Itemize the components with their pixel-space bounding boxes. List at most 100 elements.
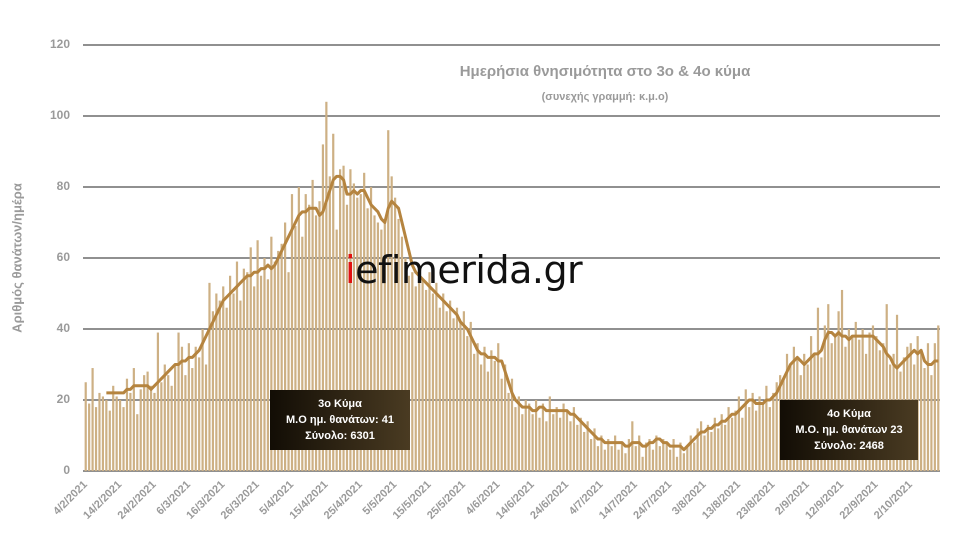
bar: [177, 332, 180, 471]
bar: [222, 286, 225, 471]
bar: [933, 343, 936, 471]
bar: [517, 396, 520, 471]
bar: [404, 258, 407, 471]
bar: [748, 407, 751, 471]
bar: [229, 275, 232, 471]
y-tick-label: 40: [57, 321, 71, 335]
bar: [397, 218, 400, 471]
bar: [387, 130, 390, 471]
bar: [342, 165, 345, 471]
bar: [390, 176, 393, 471]
y-tick-label: 0: [63, 463, 70, 477]
bar: [926, 343, 930, 471]
bar: [483, 346, 486, 471]
bar: [101, 396, 105, 471]
annotation-box: [780, 400, 918, 460]
bar: [445, 311, 448, 471]
bar: [270, 236, 273, 471]
bar: [363, 172, 366, 472]
bar: [208, 282, 211, 471]
bar: [919, 350, 923, 471]
bar: [249, 247, 252, 471]
bar: [644, 442, 648, 471]
bar: [105, 400, 108, 471]
bar: [741, 417, 744, 471]
bar: [727, 407, 730, 471]
bar: [658, 446, 661, 471]
bar: [497, 343, 500, 471]
bar: [311, 179, 314, 471]
bar: [325, 101, 328, 472]
bar: [218, 300, 221, 471]
bar: [713, 417, 716, 471]
bar: [768, 407, 771, 471]
bar: [400, 236, 404, 471]
bar: [98, 392, 101, 471]
bar: [407, 275, 410, 471]
bar: [359, 194, 362, 471]
bar: [895, 314, 899, 471]
bar: [504, 364, 507, 471]
bar: [421, 279, 424, 471]
bar: [565, 410, 569, 471]
bar: [689, 435, 692, 471]
bar: [648, 439, 651, 471]
bar: [641, 456, 644, 471]
bar: [418, 265, 421, 471]
moving-average-line: [106, 174, 939, 452]
bar: [149, 385, 153, 471]
bar: [754, 410, 758, 471]
bar: [201, 329, 204, 471]
bar: [706, 424, 710, 471]
bar: [369, 187, 373, 471]
bar: [352, 183, 355, 471]
bar: [129, 392, 132, 471]
bar: [349, 169, 352, 471]
bar: [761, 403, 765, 471]
bar: [187, 343, 190, 471]
bar: [669, 449, 672, 471]
bar: [301, 236, 304, 471]
bar: [332, 133, 335, 471]
bar: [885, 304, 888, 471]
bar: [624, 453, 627, 471]
bar: [297, 187, 300, 471]
bar: [737, 396, 740, 471]
bar: [631, 421, 634, 471]
bar: [620, 442, 624, 471]
bar: [198, 357, 201, 471]
bar: [682, 453, 685, 471]
chart-title: Ημερήσια θνησιμότητα στο 3ο & 4ο κύμα: [460, 63, 751, 80]
bar: [562, 403, 565, 471]
bar: [263, 258, 266, 471]
bar: [290, 194, 294, 471]
bar: [163, 364, 166, 471]
bar: [596, 446, 600, 471]
bar: [675, 456, 679, 471]
bar: [679, 442, 682, 471]
bar: [655, 435, 658, 471]
bar: [431, 293, 435, 471]
bar: [479, 364, 483, 471]
bar: [232, 293, 235, 471]
bar: [287, 272, 290, 471]
bar: [153, 392, 156, 471]
bar: [744, 389, 747, 471]
bar: [146, 371, 149, 471]
bar: [572, 407, 575, 471]
bar: [720, 414, 723, 471]
bar: [627, 439, 630, 471]
bar: [500, 378, 503, 471]
bar: [277, 250, 280, 471]
bar: [115, 396, 118, 471]
bar: [428, 272, 431, 471]
bar: [552, 414, 555, 471]
bar: [730, 417, 734, 471]
annotation-text: 3ο Κύμα: [318, 398, 362, 410]
bar: [541, 403, 545, 471]
bar: [280, 243, 283, 471]
annotation-text: 4ο Κύμα: [827, 408, 871, 420]
y-axis-label: Αριθμός θανάτων/ημέρα: [9, 183, 24, 333]
bar: [486, 371, 490, 471]
